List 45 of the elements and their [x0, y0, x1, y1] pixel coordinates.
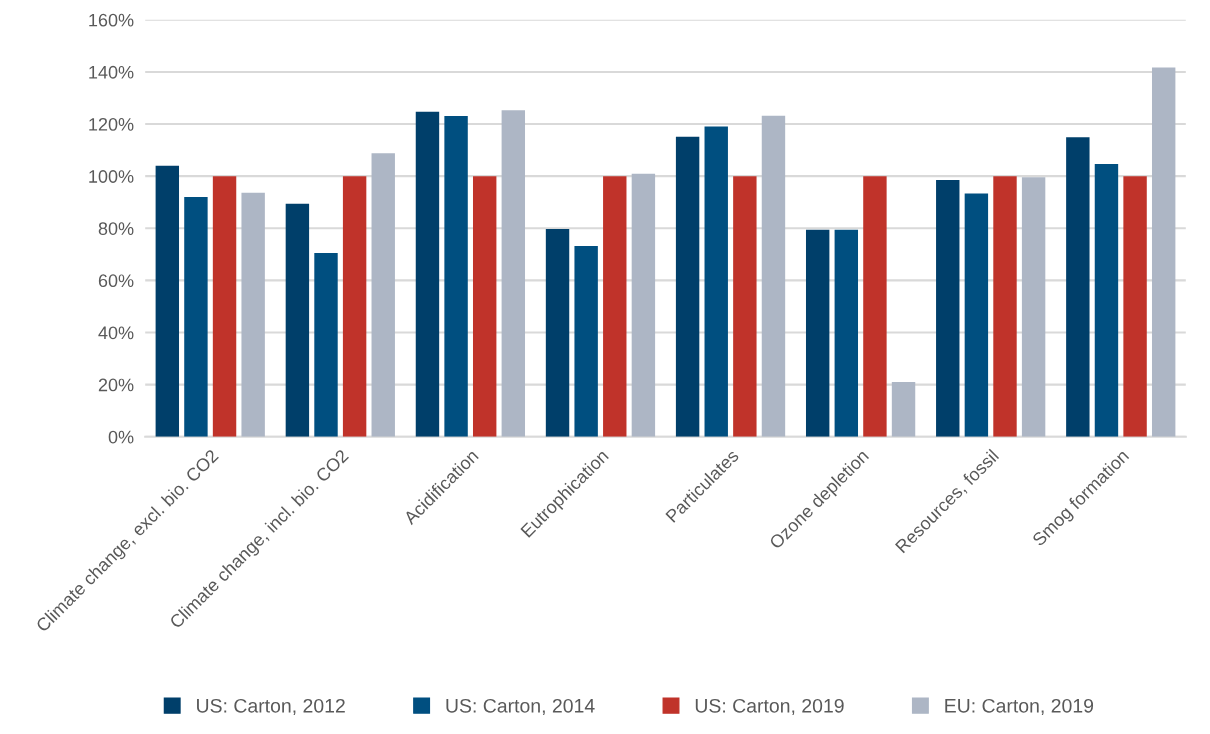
bar: [964, 193, 989, 437]
bar: [993, 176, 1017, 437]
legend-label: EU: Carton, 2019: [945, 698, 1094, 715]
bar: [155, 165, 180, 437]
y-tick-label: 60%: [98, 274, 134, 288]
y-tick-label: 80%: [98, 222, 134, 235]
bar: [834, 229, 859, 437]
bar: [314, 253, 338, 437]
y-tick-label: 160%: [89, 13, 134, 27]
bar: [501, 110, 526, 437]
legend-label: US: Carton, 2014: [446, 698, 595, 715]
y-tick-label: 100%: [89, 170, 134, 183]
bar: [1094, 163, 1119, 437]
bar: [285, 203, 310, 437]
bar: [936, 180, 960, 437]
bar: [1123, 176, 1147, 437]
y-tick-label: 0%: [108, 430, 134, 444]
bar: [184, 197, 208, 437]
bar: [1151, 67, 1176, 437]
bar: [371, 153, 395, 437]
y-tick-label: 120%: [89, 117, 134, 131]
bar: [241, 192, 265, 437]
y-tick-label: 140%: [89, 65, 134, 79]
bar: [863, 176, 887, 437]
bar: [761, 115, 786, 437]
bar: [675, 136, 700, 437]
y-tick-label: 20%: [98, 378, 134, 392]
bar: [631, 173, 656, 437]
bar: [704, 126, 728, 437]
y-tick-label: 40%: [98, 326, 134, 340]
bar: [472, 176, 497, 437]
bar: [1066, 137, 1090, 437]
bar: [733, 176, 757, 437]
bar: [342, 176, 367, 437]
bar: [415, 111, 440, 437]
bar: [1021, 177, 1046, 437]
legend-label: US: Carton, 2012: [197, 698, 345, 715]
bar: [574, 245, 598, 437]
bar: [212, 176, 237, 437]
bar: [444, 115, 468, 437]
bar: [805, 229, 830, 437]
bar: [603, 176, 627, 437]
bar: [891, 382, 916, 437]
legend-label: US: Carton, 2019: [695, 698, 844, 715]
bar: [545, 229, 570, 437]
